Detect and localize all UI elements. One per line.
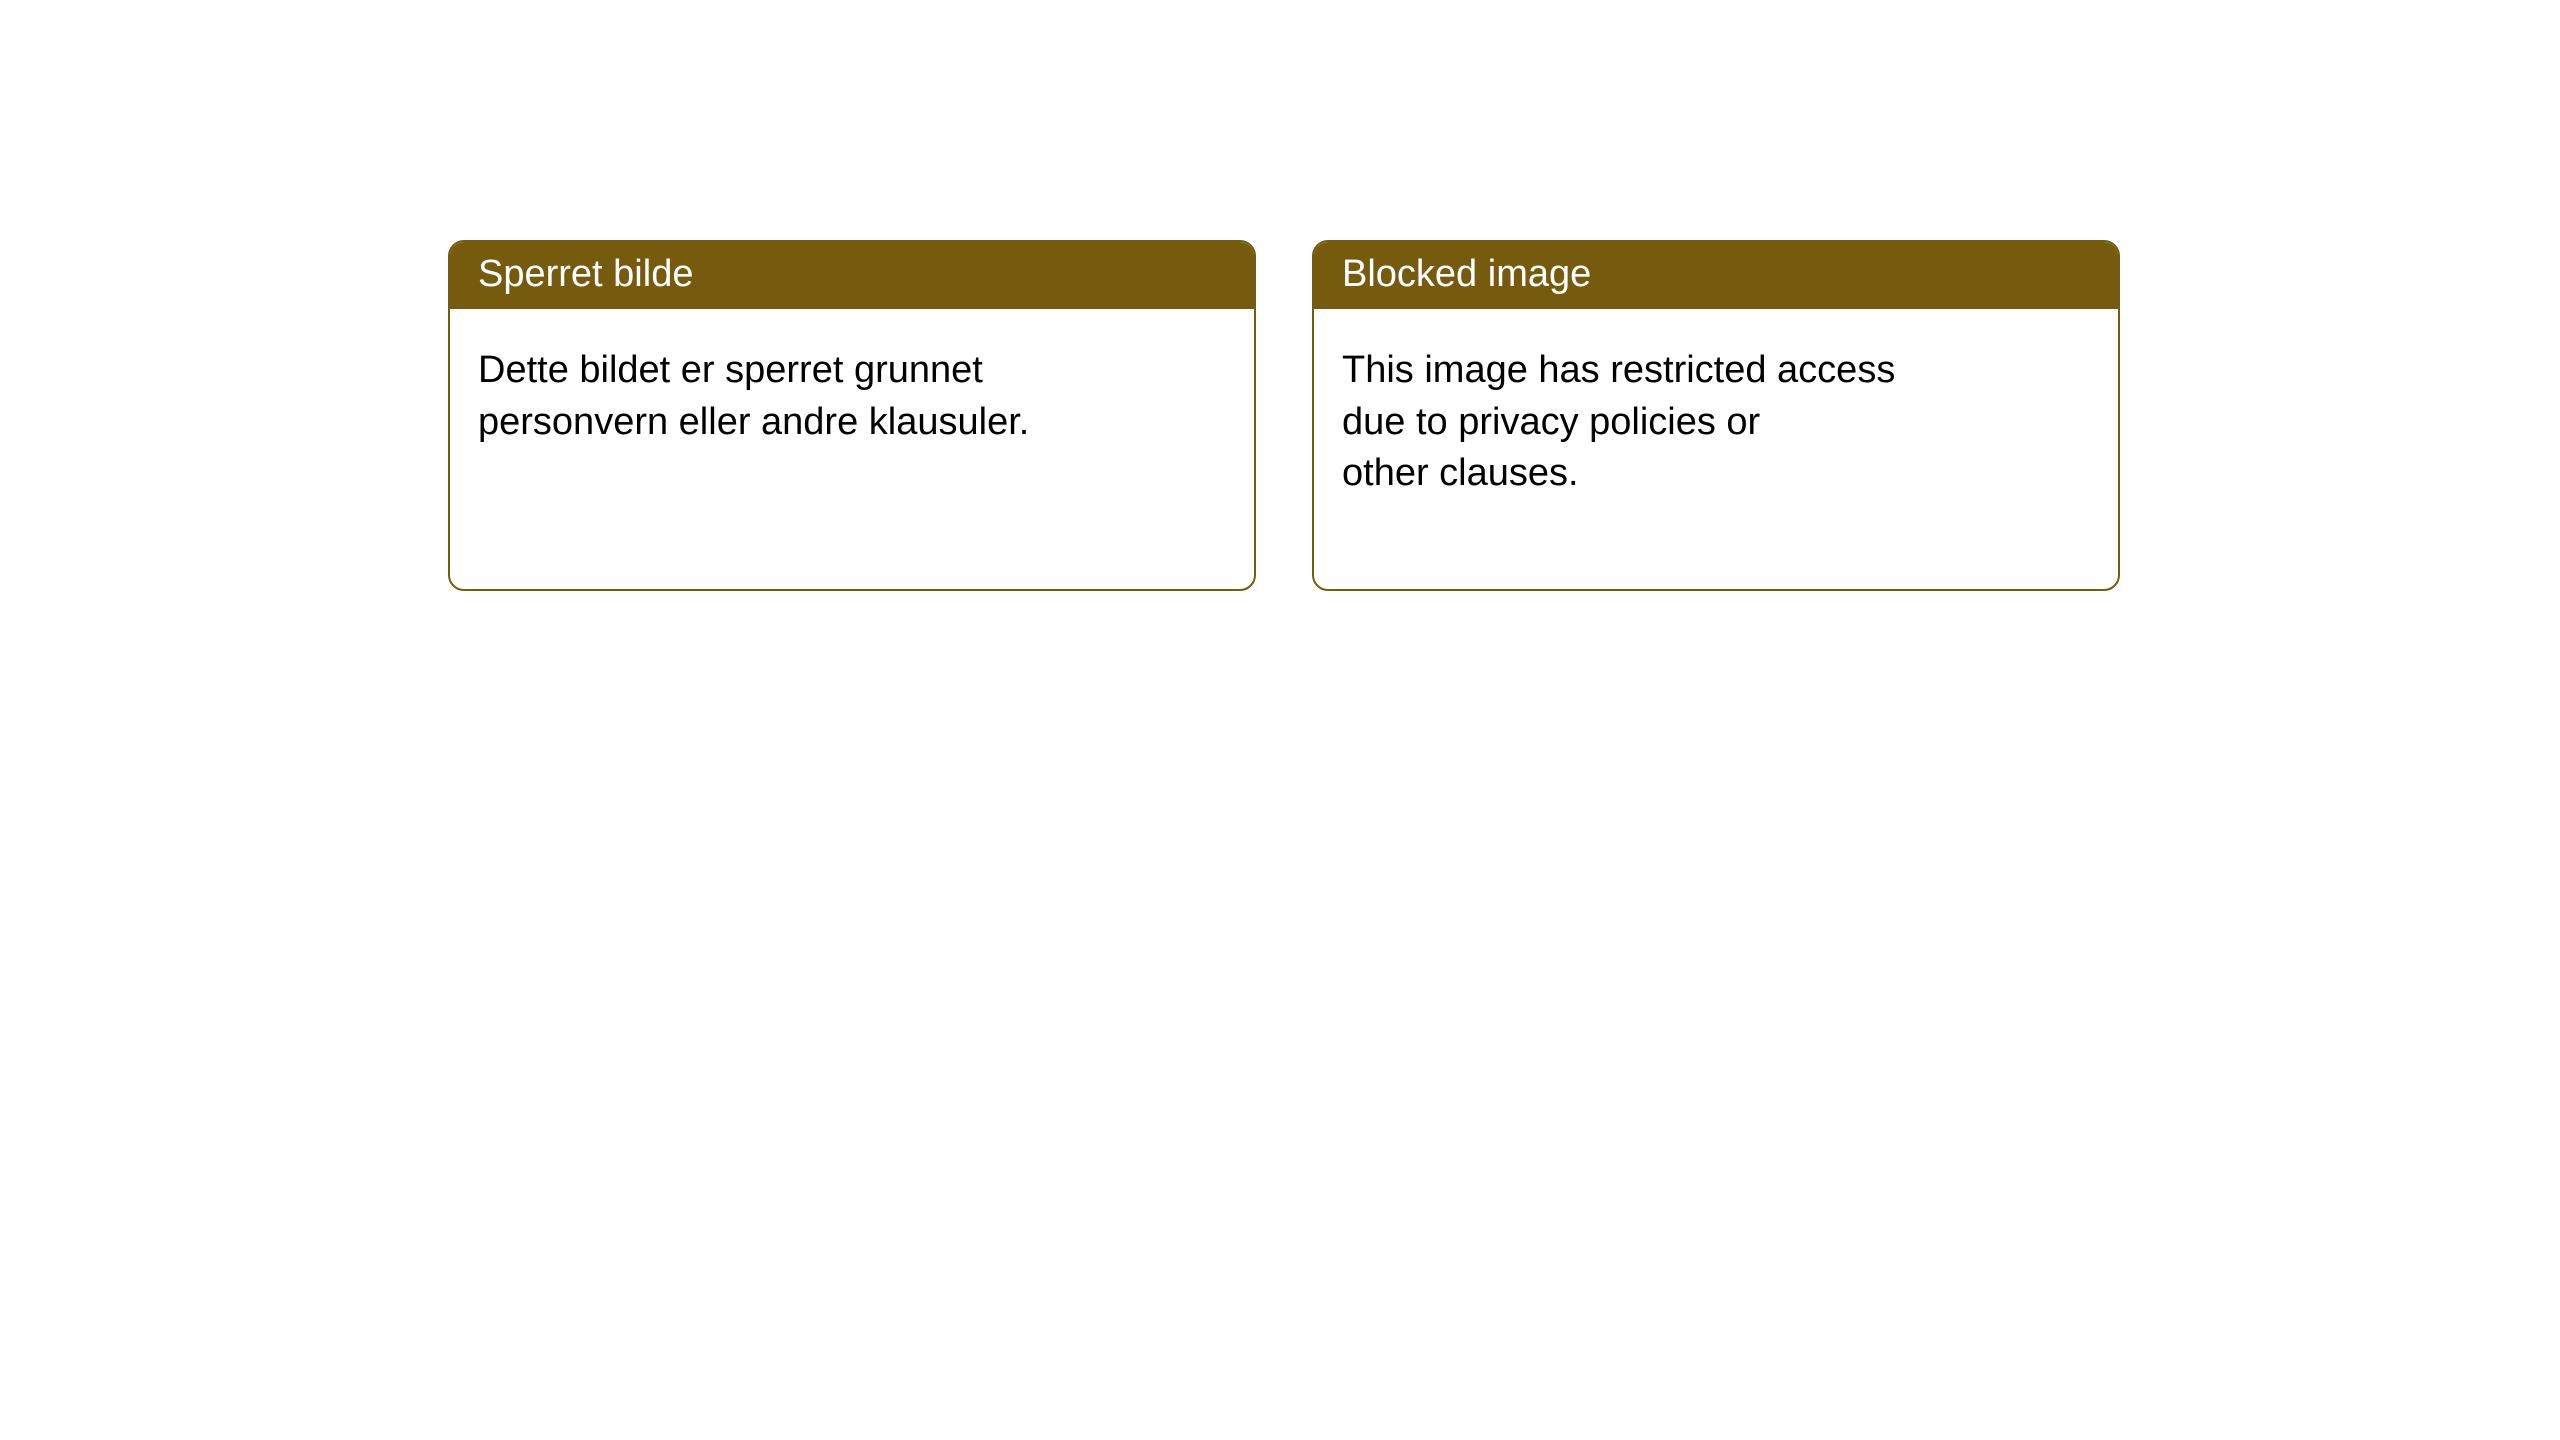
notice-body: This image has restricted access due to …	[1314, 309, 2118, 589]
notice-container: Sperret bilde Dette bildet er sperret gr…	[0, 0, 2560, 591]
notice-card-norwegian: Sperret bilde Dette bildet er sperret gr…	[448, 240, 1256, 591]
notice-title: Blocked image	[1314, 242, 2118, 309]
notice-card-english: Blocked image This image has restricted …	[1312, 240, 2120, 591]
notice-body: Dette bildet er sperret grunnet personve…	[450, 309, 1254, 538]
notice-title: Sperret bilde	[450, 242, 1254, 309]
